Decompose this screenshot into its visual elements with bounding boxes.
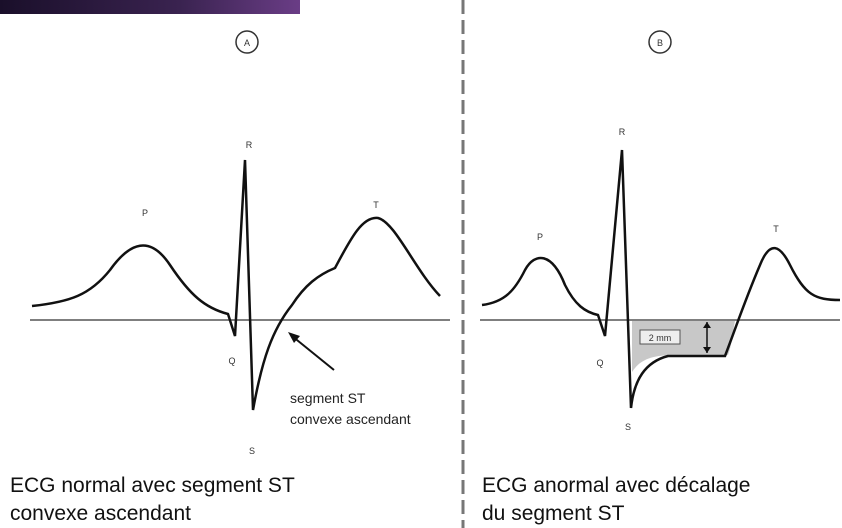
ecg-trace [482,150,840,408]
annotation: convexe ascendant [290,411,411,427]
measure-label: 2 mm [649,333,672,343]
wave-label: R [619,127,626,137]
caption: ECG anormal avec décalage [482,474,750,497]
wave-label: T [373,200,379,210]
image-fragment [0,0,300,14]
arrow [292,336,334,370]
panel-b: B 2 mm P R T Q S ECG anormal avec décala… [480,31,840,525]
page: A P R T Q S segment ST convexe ascendant… [0,0,842,528]
annotation: segment ST [290,390,366,406]
wave-label: T [773,224,779,234]
marker: A [244,38,250,48]
wave-label: R [246,140,253,150]
caption: ECG normal avec segment ST [10,474,295,497]
ecg-diagram: A P R T Q S segment ST convexe ascendant… [0,0,842,528]
wave-label: S [249,446,255,456]
wave-label: S [625,422,631,432]
caption: convexe ascendant [10,502,191,525]
caption: du segment ST [482,502,625,525]
ecg-trace [32,160,440,410]
st-shading [632,321,735,372]
wave-label: P [142,208,148,218]
wave-label: P [537,232,543,242]
marker: B [657,38,663,48]
wave-label: Q [596,358,603,368]
wave-label: Q [228,356,235,366]
panel-a: A P R T Q S segment ST convexe ascendant… [10,31,450,525]
